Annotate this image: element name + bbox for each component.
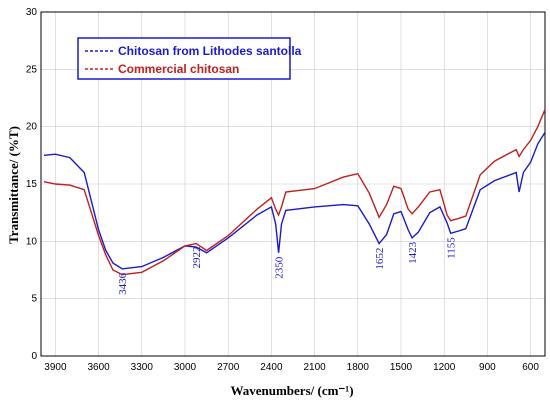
series-lines <box>43 109 546 276</box>
legend-series-2: Commercial chitosan <box>118 62 239 76</box>
y-ticks: 0 5 10 15 20 25 30 <box>26 7 38 362</box>
x-tick-label: 2400 <box>260 362 283 373</box>
x-tick-label: 2700 <box>217 362 240 373</box>
y-tick-label: 10 <box>26 236 38 247</box>
legend: Chitosan from Lithodes santolla Commerci… <box>77 37 302 80</box>
y-tick-label: 30 <box>26 7 38 18</box>
x-tick-label: 600 <box>522 362 539 373</box>
series-line-1 <box>43 132 546 270</box>
peak-label: 1423 <box>407 241 419 263</box>
y-tick-label: 0 <box>31 351 37 362</box>
x-ticks: 3900 3600 3300 3000 2700 2400 2100 1800 1500 1200… <box>44 362 539 373</box>
peak-label: 3436 <box>117 272 129 295</box>
peak-label: 1155 <box>446 237 458 259</box>
y-tick-label: 20 <box>26 122 38 133</box>
series-line-2 <box>43 109 546 276</box>
y-axis-label: Transmittance/ (%T) <box>6 126 21 244</box>
legend-series-1: Chitosan from Lithodes santolla <box>118 44 302 58</box>
x-tick-label: 3900 <box>44 362 67 373</box>
peak-label: 1652 <box>374 248 386 270</box>
y-tick-label: 15 <box>26 179 38 190</box>
x-axis-label: Wavenumbers/ (cm⁻¹) <box>230 383 353 398</box>
y-tick-label: 5 <box>31 294 37 305</box>
peak-labels: 3436 2922 2350 1652 1423 1155 <box>117 237 457 295</box>
x-tick-label: 1500 <box>390 362 413 373</box>
plot-frame <box>40 11 546 357</box>
x-tick-label: 1800 <box>347 362 370 373</box>
peak-label: 2350 <box>274 256 286 279</box>
x-tick-label: 3600 <box>87 362 110 373</box>
x-tick-label: 900 <box>479 362 496 373</box>
x-tick-label: 3300 <box>131 362 154 373</box>
peak-label: 2922 <box>191 246 203 268</box>
x-tick-label: 3000 <box>174 362 197 373</box>
x-tick-label: 1200 <box>433 362 456 373</box>
y-tick-label: 25 <box>26 64 38 75</box>
x-tick-label: 2100 <box>303 362 326 373</box>
